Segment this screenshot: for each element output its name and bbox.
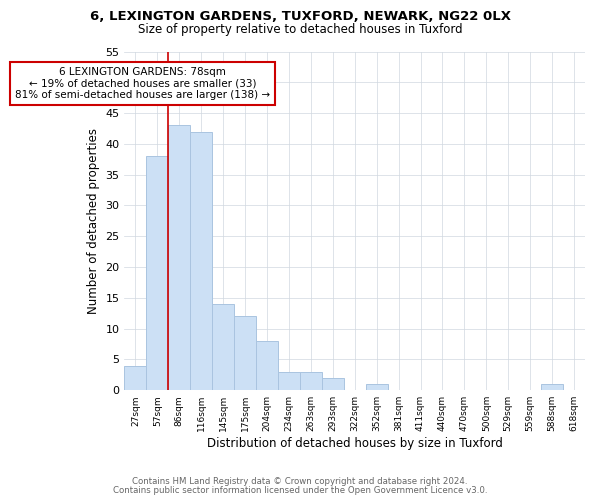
Bar bbox=[365, 384, 388, 390]
Bar bbox=[300, 372, 322, 390]
Text: 6, LEXINGTON GARDENS, TUXFORD, NEWARK, NG22 0LX: 6, LEXINGTON GARDENS, TUXFORD, NEWARK, N… bbox=[89, 10, 511, 23]
Bar bbox=[212, 304, 234, 390]
Bar bbox=[168, 126, 190, 390]
Bar bbox=[278, 372, 300, 390]
Bar bbox=[234, 316, 256, 390]
Text: Size of property relative to detached houses in Tuxford: Size of property relative to detached ho… bbox=[137, 22, 463, 36]
Bar bbox=[146, 156, 168, 390]
Bar bbox=[124, 366, 146, 390]
Text: 6 LEXINGTON GARDENS: 78sqm
← 19% of detached houses are smaller (33)
81% of semi: 6 LEXINGTON GARDENS: 78sqm ← 19% of deta… bbox=[15, 67, 270, 100]
Text: Contains HM Land Registry data © Crown copyright and database right 2024.: Contains HM Land Registry data © Crown c… bbox=[132, 477, 468, 486]
Bar bbox=[541, 384, 563, 390]
Text: Contains public sector information licensed under the Open Government Licence v3: Contains public sector information licen… bbox=[113, 486, 487, 495]
X-axis label: Distribution of detached houses by size in Tuxford: Distribution of detached houses by size … bbox=[207, 437, 503, 450]
Y-axis label: Number of detached properties: Number of detached properties bbox=[87, 128, 100, 314]
Bar bbox=[190, 132, 212, 390]
Bar bbox=[256, 341, 278, 390]
Bar bbox=[322, 378, 344, 390]
